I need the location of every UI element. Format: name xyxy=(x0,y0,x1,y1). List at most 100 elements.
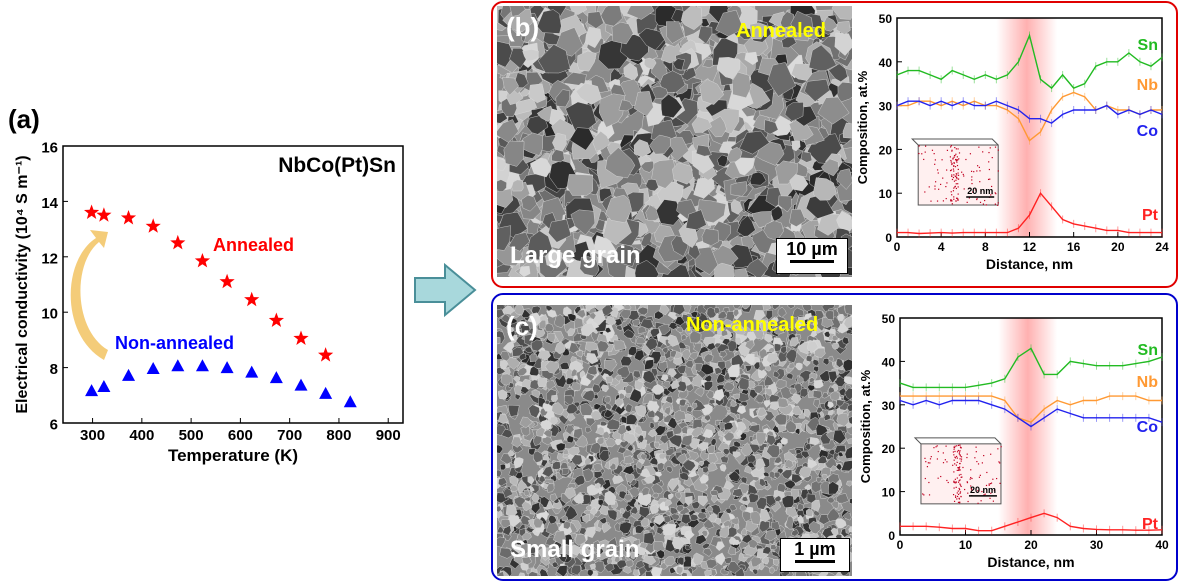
grain xyxy=(497,536,506,548)
grain xyxy=(675,326,684,333)
atom-dot xyxy=(947,481,949,484)
grain xyxy=(827,401,834,409)
grain xyxy=(531,492,540,503)
grain xyxy=(828,481,839,495)
grain xyxy=(795,362,803,371)
atom-dot xyxy=(953,471,955,473)
grain xyxy=(636,336,647,345)
inset-scale-text: 20 nm xyxy=(967,186,993,196)
grain xyxy=(747,461,755,469)
annealed-point xyxy=(318,347,334,362)
grain xyxy=(570,209,596,236)
atom-dot xyxy=(934,185,936,187)
y-tick-label: 50 xyxy=(882,312,896,326)
grain xyxy=(571,382,582,391)
atom-dot xyxy=(956,176,958,179)
grain xyxy=(836,412,850,427)
grain xyxy=(581,513,591,523)
grain xyxy=(702,547,713,557)
grain xyxy=(580,402,593,416)
grain xyxy=(755,458,766,472)
atom-dot xyxy=(979,474,981,476)
grain xyxy=(732,71,752,98)
y-tick-label: 40 xyxy=(879,56,893,70)
grain xyxy=(831,500,840,510)
atom-dot xyxy=(959,483,961,485)
grain xyxy=(703,353,714,364)
apt-reconstruction-inset: 20 nm xyxy=(913,437,1002,505)
atom-dot xyxy=(945,445,947,447)
atom-dot xyxy=(979,170,981,172)
grain xyxy=(623,433,637,445)
atom-dot xyxy=(959,454,961,456)
grain xyxy=(722,381,735,391)
atom-dot xyxy=(954,496,957,498)
grain xyxy=(796,376,804,384)
grain xyxy=(785,372,794,380)
atom-dot xyxy=(957,449,959,452)
atom-dot xyxy=(960,473,962,476)
grain xyxy=(780,437,788,445)
atom-dot xyxy=(954,166,957,168)
grain xyxy=(771,317,779,324)
grain xyxy=(541,465,554,478)
grain xyxy=(755,393,765,403)
atom-dot xyxy=(955,179,957,181)
scale-bar-c-text: 1 µm xyxy=(794,539,836,559)
y-tick-label: 8 xyxy=(50,361,58,378)
grain xyxy=(734,324,746,336)
grain xyxy=(659,305,670,316)
grain xyxy=(537,547,553,561)
atom-dot xyxy=(955,187,958,190)
grain xyxy=(624,384,634,394)
grain xyxy=(791,529,800,537)
grain xyxy=(497,352,503,360)
grain xyxy=(807,384,816,392)
grain xyxy=(840,460,852,472)
atom-dot xyxy=(977,490,979,492)
atom-dot xyxy=(964,488,966,491)
atom-dot xyxy=(997,170,999,172)
series-label-co: Co xyxy=(1137,123,1159,140)
atom-dot xyxy=(963,188,965,190)
grain xyxy=(769,566,776,574)
grain xyxy=(596,436,605,445)
panel-c-frame xyxy=(491,293,1178,581)
atom-dot xyxy=(950,159,952,162)
grain xyxy=(830,465,838,472)
grain xyxy=(806,315,817,325)
grain xyxy=(629,388,642,403)
grain xyxy=(812,366,819,373)
atom-dot xyxy=(959,466,961,468)
grain xyxy=(530,157,553,178)
grain xyxy=(756,496,767,510)
grain xyxy=(576,309,586,319)
atom-dot xyxy=(954,457,957,459)
grain xyxy=(763,400,771,408)
grain xyxy=(677,556,685,566)
grain xyxy=(681,425,689,435)
grain xyxy=(535,427,546,437)
grain xyxy=(638,506,650,519)
grain xyxy=(618,99,634,112)
grain xyxy=(777,351,788,363)
grain xyxy=(732,393,740,400)
grain xyxy=(602,431,610,439)
atom-dot xyxy=(955,464,957,466)
grain xyxy=(812,390,823,400)
annealed-point xyxy=(96,207,112,222)
atom-dot xyxy=(958,453,960,455)
atom-dot xyxy=(969,187,971,189)
grain xyxy=(513,375,520,384)
grain xyxy=(742,305,751,310)
grain xyxy=(701,530,708,537)
grain xyxy=(497,225,512,251)
grain xyxy=(514,328,523,337)
grain xyxy=(626,444,634,452)
grain xyxy=(804,443,812,451)
grain xyxy=(544,399,551,405)
grain xyxy=(619,521,633,534)
atom-dot xyxy=(922,493,924,495)
atom-dot xyxy=(924,191,926,193)
grain xyxy=(662,523,677,536)
